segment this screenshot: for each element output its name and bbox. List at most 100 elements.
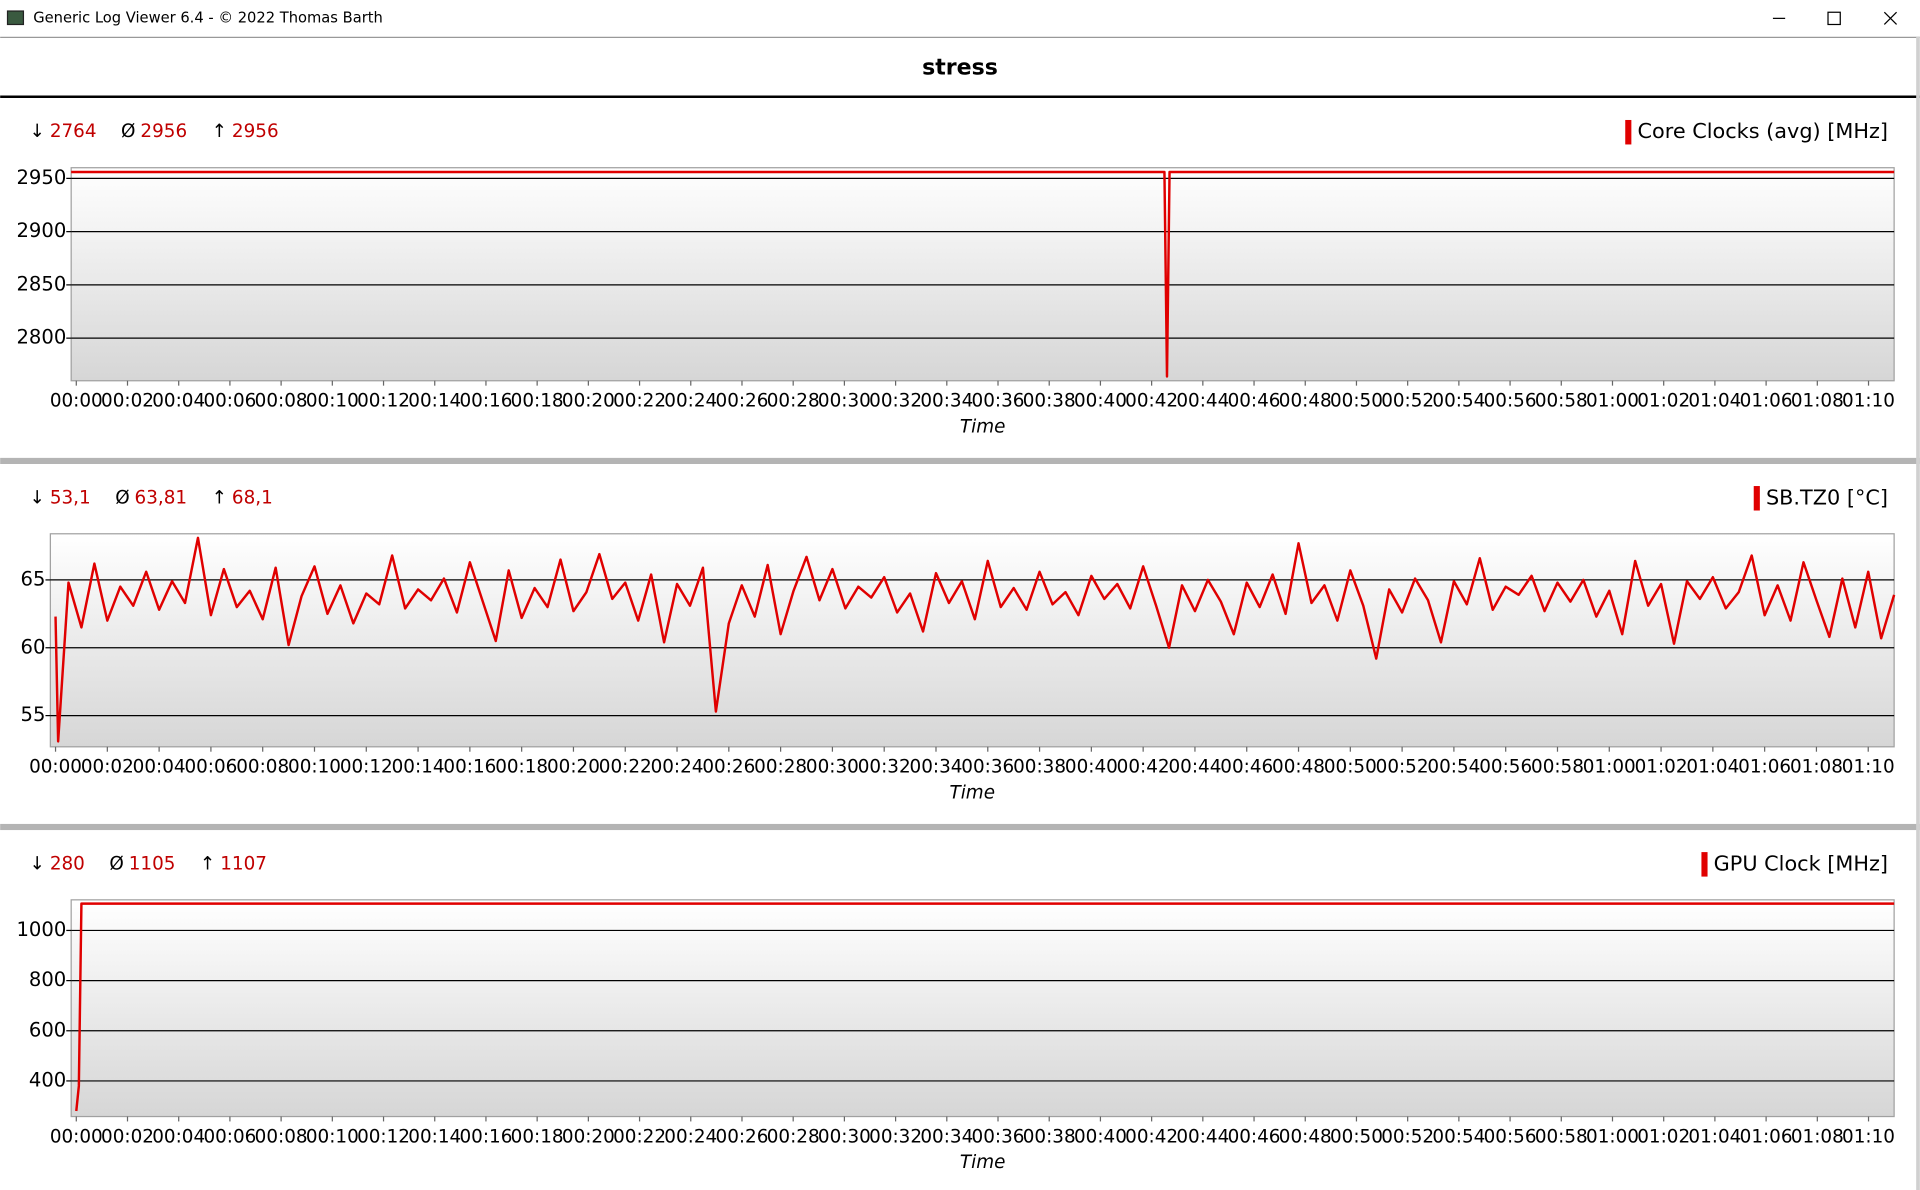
x-tick-label: 00:26 (702, 757, 755, 778)
legend-label: SB.TZ0 [°C] (1766, 485, 1888, 509)
stat-symbol: Ø (109, 853, 123, 874)
stat-value: 2956 (140, 121, 187, 142)
x-tick-label: 00:16 (459, 391, 512, 412)
y-tick-label: 55 (21, 703, 46, 726)
x-tick-label: 01:06 (1740, 1126, 1793, 1147)
x-tick-label: 00:20 (562, 1126, 615, 1147)
stat-value: 2956 (232, 121, 279, 142)
x-tick-label: 00:56 (1479, 757, 1532, 778)
x-tick-label: 00:40 (1065, 757, 1118, 778)
y-tick-label: 800 (29, 968, 66, 991)
x-axis-label: Time (960, 416, 1006, 437)
x-tick-label: 00:20 (547, 757, 600, 778)
x-tick-label: 00:58 (1535, 391, 1588, 412)
x-tick-label: 00:52 (1376, 757, 1429, 778)
x-tick-label: 00:08 (236, 757, 289, 778)
legend-label: GPU Clock [MHz] (1714, 851, 1888, 875)
y-tick-label: 2850 (16, 272, 66, 295)
stat-value: 280 (50, 853, 85, 874)
maximize-button[interactable] (1827, 11, 1841, 26)
x-tick-label: 01:04 (1688, 1126, 1741, 1147)
y-tick-label: 2950 (16, 166, 66, 189)
x-tick-label: 00:42 (1125, 1126, 1178, 1147)
x-tick-label: 00:44 (1176, 1126, 1229, 1147)
x-tick-label: 00:14 (408, 1126, 461, 1147)
x-tick-label: 01:08 (1790, 757, 1843, 778)
x-tick-label: 01:04 (1686, 757, 1739, 778)
x-tick-label: 00:28 (767, 1126, 820, 1147)
plot-area (70, 899, 1895, 1118)
x-tick-label: 00:06 (184, 757, 237, 778)
x-tick-label: 00:10 (306, 1126, 359, 1147)
x-tick-label: 00:22 (613, 391, 666, 412)
x-tick-label: 00:54 (1427, 757, 1480, 778)
x-tick-label: 00:00 (50, 391, 103, 412)
x-tick-label: 00:34 (920, 1126, 973, 1147)
x-tick-label: 00:12 (340, 757, 393, 778)
y-tick-label: 600 (29, 1018, 66, 1041)
x-tick-label: 01:02 (1635, 757, 1688, 778)
y-tick-label: 2800 (16, 326, 66, 349)
x-tick-label: 00:48 (1279, 391, 1332, 412)
x-tick-label: 00:40 (1074, 1126, 1127, 1147)
x-axis-label: Time (949, 782, 995, 803)
x-tick-label: 00:26 (716, 391, 769, 412)
title-bar (0, 0, 1920, 37)
x-tick-label: 00:36 (972, 391, 1025, 412)
x-tick-label: 00:14 (392, 757, 445, 778)
stat-value: 68,1 (232, 487, 273, 508)
x-tick-label: 00:16 (459, 1126, 512, 1147)
stat-value: 1105 (129, 853, 176, 874)
window-title: Generic Log Viewer 6.4 - © 2022 Thomas B… (33, 9, 383, 26)
x-tick-label: 00:48 (1272, 757, 1325, 778)
stat-symbol: ↓ (30, 487, 45, 508)
stat-value: 53,1 (50, 487, 91, 508)
x-tick-label: 00:52 (1381, 391, 1434, 412)
x-tick-label: 00:50 (1324, 757, 1377, 778)
x-tick-label: 00:48 (1279, 1126, 1332, 1147)
x-axis-label: Time (960, 1152, 1006, 1173)
x-tick-label: 00:56 (1484, 391, 1537, 412)
x-tick-label: 01:04 (1688, 391, 1741, 412)
close-button[interactable] (1883, 11, 1898, 25)
x-tick-label: 00:56 (1484, 1126, 1537, 1147)
data-line (54, 536, 1896, 743)
x-tick-label: 01:10 (1842, 1126, 1895, 1147)
x-tick-label: 00:30 (818, 1126, 871, 1147)
x-tick-label: 00:28 (754, 757, 807, 778)
app-icon (6, 10, 25, 26)
y-tick-label: 60 (21, 635, 46, 658)
x-tick-label: 00:18 (511, 1126, 564, 1147)
x-tick-label: 00:24 (664, 391, 717, 412)
x-tick-label: 00:30 (818, 391, 871, 412)
stat-symbol: ↑ (212, 487, 227, 508)
x-tick-label: 00:34 (910, 757, 963, 778)
x-tick-label: 00:02 (101, 1126, 154, 1147)
x-tick-label: 01:00 (1583, 757, 1636, 778)
data-line (75, 902, 1895, 1112)
x-tick-label: 00:36 (961, 757, 1014, 778)
x-tick-label: 00:10 (288, 757, 341, 778)
stat-value: 63,81 (135, 487, 188, 508)
x-tick-label: 00:08 (255, 391, 308, 412)
x-tick-label: 00:32 (869, 1126, 922, 1147)
panel-separator (0, 823, 1920, 831)
x-tick-label: 00:04 (152, 391, 205, 412)
scroll-edge (1916, 36, 1920, 1190)
y-tick-label: 400 (29, 1068, 66, 1091)
x-tick-label: 00:58 (1531, 757, 1584, 778)
x-tick-label: 00:04 (133, 757, 186, 778)
x-tick-label: 00:52 (1381, 1126, 1434, 1147)
x-tick-label: 00:24 (651, 757, 704, 778)
stat-symbol: Ø (115, 487, 129, 508)
x-tick-label: 00:02 (81, 757, 134, 778)
x-tick-label: 00:58 (1535, 1126, 1588, 1147)
x-tick-label: 00:20 (562, 391, 615, 412)
x-tick-label: 00:22 (613, 1126, 666, 1147)
x-tick-label: 00:44 (1176, 391, 1229, 412)
x-tick-label: 00:40 (1074, 391, 1127, 412)
x-tick-label: 01:00 (1586, 391, 1639, 412)
x-tick-label: 00:24 (664, 1126, 717, 1147)
plot-area (70, 167, 1895, 382)
x-tick-label: 00:46 (1220, 757, 1273, 778)
